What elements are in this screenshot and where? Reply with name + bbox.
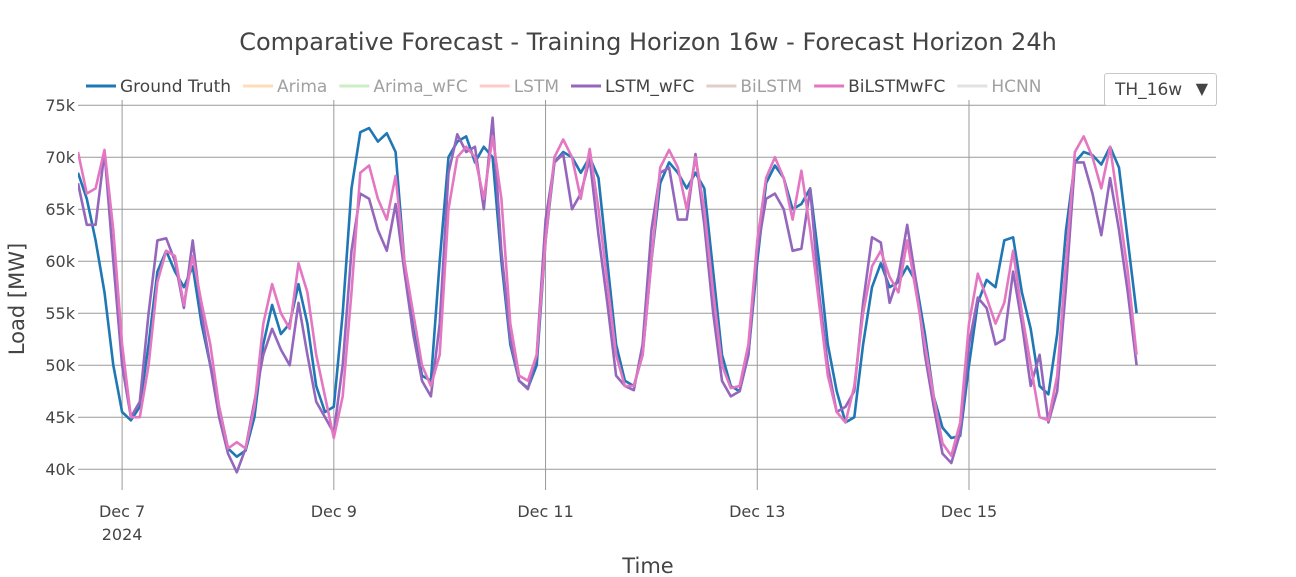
legend-item-arima[interactable]: Arima (243, 77, 327, 97)
legend-item-bilstmwfc[interactable]: BiLSTMwFC (814, 77, 945, 97)
legend-item-bilstm[interactable]: BiLSTM (706, 77, 802, 97)
legend-label: Arima_wFC (373, 77, 467, 97)
x-tick-label: Dec 11 (517, 502, 573, 521)
y-axis-title: Load [MW] (5, 243, 29, 355)
x-tick-label: Dec 15 (941, 502, 997, 521)
y-tick-label: 60k (45, 252, 75, 271)
y-tick-label: 55k (45, 304, 75, 323)
legend[interactable]: Ground Truth Arima Arima_wFC LSTM LSTM_wFC Bi… (86, 77, 1041, 97)
plot-area (78, 116, 1138, 474)
y-tick-label: 75k (45, 96, 75, 115)
y-tick-label: 40k (45, 460, 75, 479)
legend-item-ground-truth[interactable]: Ground Truth (86, 77, 231, 97)
chart-title: Comparative Forecast - Training Horizon … (239, 28, 1057, 56)
y-tick-label: 50k (45, 356, 75, 375)
legend-label: HCNN (991, 77, 1041, 97)
x-tick-sublabel: 2024 (102, 525, 143, 544)
axis-ticks: 40k 45k 50k 55k 60k 65k 70k 75k Dec 7 2024 Dec 9 De… (45, 96, 997, 544)
y-tick-label: 65k (45, 200, 75, 219)
y-tick-label: 70k (45, 148, 75, 167)
grid (78, 100, 1216, 490)
chevron-down-icon: ▼ (1195, 79, 1208, 98)
training-horizon-dropdown[interactable]: TH_16w ▼ (1104, 73, 1217, 106)
series-line-lstm-wfc (78, 116, 1138, 474)
legend-label: BiLSTMwFC (848, 77, 945, 97)
x-axis-title: Time (621, 554, 673, 577)
legend-label: Ground Truth (120, 77, 231, 97)
legend-label: Arima (277, 77, 327, 97)
x-tick-label: Dec 7 (99, 502, 145, 521)
y-tick-label: 45k (45, 408, 75, 427)
legend-item-arima-wfc[interactable]: Arima_wFC (339, 77, 468, 97)
dropdown-label: TH_16w (1115, 79, 1183, 100)
x-tick-label: Dec 13 (729, 502, 785, 521)
legend-item-hcnn[interactable]: HCNN (957, 77, 1041, 97)
legend-label: LSTM_wFC (605, 77, 694, 97)
x-tick-label: Dec 9 (311, 502, 357, 521)
series-line-bilstmwfc (78, 135, 1138, 458)
legend-label: LSTM (514, 77, 559, 97)
legend-item-lstm-wfc[interactable]: LSTM_wFC (571, 77, 694, 97)
legend-item-lstm[interactable]: LSTM (479, 77, 559, 97)
legend-label: BiLSTM (740, 77, 802, 97)
